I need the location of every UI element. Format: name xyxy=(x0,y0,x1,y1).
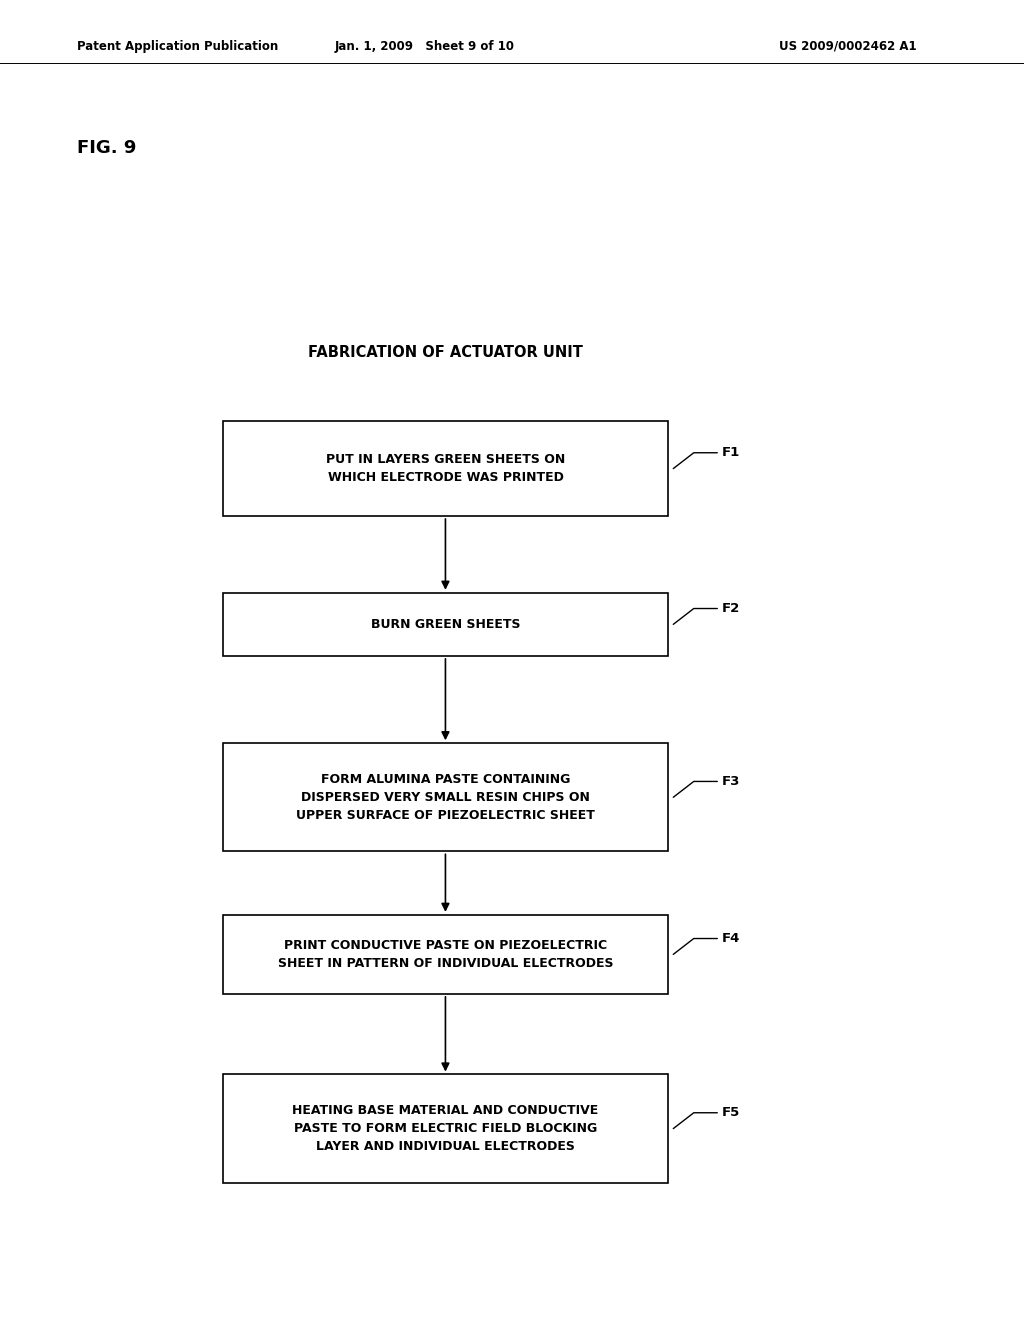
Bar xyxy=(223,915,668,994)
Text: HEATING BASE MATERIAL AND CONDUCTIVE
PASTE TO FORM ELECTRIC FIELD BLOCKING
LAYER: HEATING BASE MATERIAL AND CONDUCTIVE PAS… xyxy=(292,1104,599,1154)
Bar xyxy=(223,421,668,516)
Bar xyxy=(223,743,668,851)
Bar xyxy=(223,1074,668,1183)
Text: F3: F3 xyxy=(721,775,739,788)
Text: F1: F1 xyxy=(721,446,739,459)
Text: FIG. 9: FIG. 9 xyxy=(77,139,136,157)
Text: PUT IN LAYERS GREEN SHEETS ON
WHICH ELECTRODE WAS PRINTED: PUT IN LAYERS GREEN SHEETS ON WHICH ELEC… xyxy=(326,453,565,484)
Text: BURN GREEN SHEETS: BURN GREEN SHEETS xyxy=(371,618,520,631)
Text: F5: F5 xyxy=(721,1106,739,1119)
Text: Jan. 1, 2009   Sheet 9 of 10: Jan. 1, 2009 Sheet 9 of 10 xyxy=(335,40,515,53)
Text: Patent Application Publication: Patent Application Publication xyxy=(77,40,279,53)
Text: FABRICATION OF ACTUATOR UNIT: FABRICATION OF ACTUATOR UNIT xyxy=(308,345,583,360)
Text: F2: F2 xyxy=(721,602,739,615)
Text: FORM ALUMINA PASTE CONTAINING
DISPERSED VERY SMALL RESIN CHIPS ON
UPPER SURFACE : FORM ALUMINA PASTE CONTAINING DISPERSED … xyxy=(296,772,595,822)
Text: US 2009/0002462 A1: US 2009/0002462 A1 xyxy=(779,40,916,53)
Bar xyxy=(223,593,668,656)
Text: PRINT CONDUCTIVE PASTE ON PIEZOELECTRIC
SHEET IN PATTERN OF INDIVIDUAL ELECTRODE: PRINT CONDUCTIVE PASTE ON PIEZOELECTRIC … xyxy=(278,939,613,970)
Text: F4: F4 xyxy=(721,932,739,945)
